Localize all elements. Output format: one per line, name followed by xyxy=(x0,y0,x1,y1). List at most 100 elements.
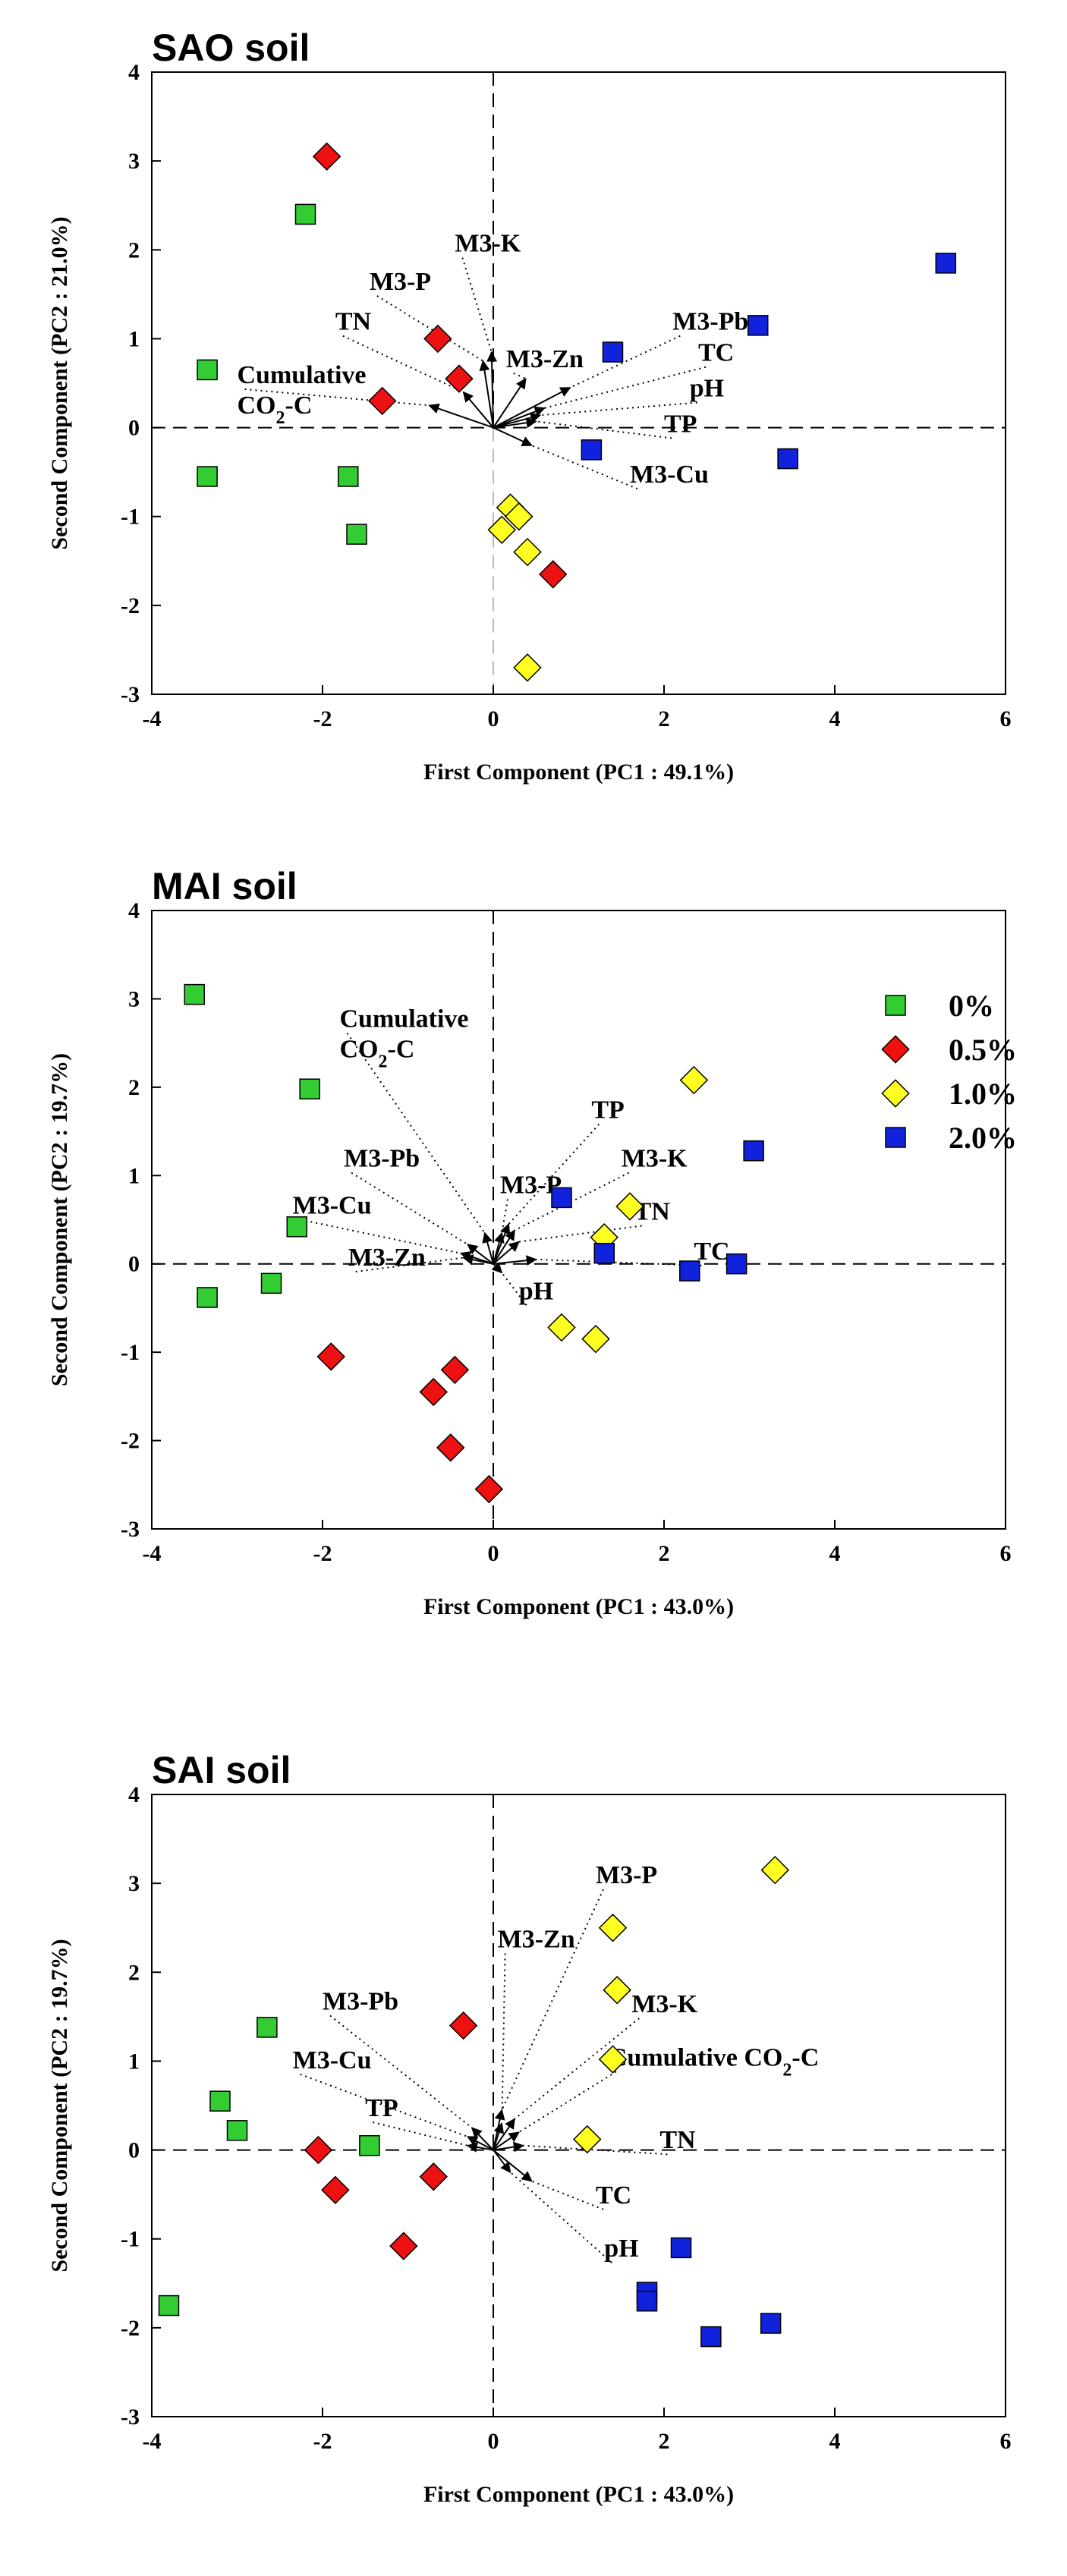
vector-label: TN xyxy=(634,1198,671,1226)
vector-label: M3-Zn xyxy=(498,1925,575,1953)
vector-leader-line xyxy=(300,2073,468,2137)
x-tick-label: -4 xyxy=(143,2429,162,2454)
diamond-point-0-5 xyxy=(539,560,568,589)
vector-leader-line xyxy=(461,257,493,353)
vector-label: TC xyxy=(596,2181,631,2210)
square-point-0 xyxy=(197,466,218,487)
plot-frame xyxy=(151,1794,1006,2417)
y-axis-title: Second Component (PC2 : 21.0%) xyxy=(47,216,72,549)
square-point-0 xyxy=(338,466,359,487)
square-point-2-0 xyxy=(777,448,798,470)
vector-leader-line xyxy=(501,1272,527,1306)
diamond-point-0-5 xyxy=(474,1474,504,1504)
square-point-0 xyxy=(209,2090,231,2112)
loading-vector-arrow xyxy=(493,2131,520,2151)
legend-marker-1-0 xyxy=(881,1079,910,1108)
vector-label: M3-Cu xyxy=(293,1191,372,1219)
loading-vector-arrow xyxy=(486,351,498,428)
loading-vector-arrow xyxy=(467,2136,494,2151)
y-tick-label: 3 xyxy=(128,149,140,174)
vector-leader-line xyxy=(501,1889,604,2111)
vector-label: M3-P xyxy=(370,268,431,296)
vector-label: Cumulative CO2-C xyxy=(609,2043,819,2080)
vector-label: M3-P xyxy=(596,1861,657,1889)
vector-leader-line xyxy=(329,2015,473,2129)
y-tick-label: -1 xyxy=(121,505,140,530)
y-tick-label: -3 xyxy=(121,2405,140,2430)
loading-vector-arrow xyxy=(491,1262,503,1274)
legend-marker-2-0 xyxy=(885,1127,906,1148)
loading-vectors: CumulativeCO2-CM3-PbM3-CuM3-ZnM3-PTPM3-K… xyxy=(293,1005,730,1306)
loading-vector-arrow xyxy=(493,412,542,429)
square-point-0 xyxy=(184,983,205,1005)
vector-label: Cumulative xyxy=(238,361,367,389)
square-point-2-0 xyxy=(636,2290,658,2312)
x-tick-label: 4 xyxy=(829,2429,841,2454)
y-tick-label: 4 xyxy=(128,60,140,85)
loading-vector-arrow xyxy=(466,2141,494,2153)
y-tick-label: 1 xyxy=(128,1163,140,1188)
legend-label: 2.0% xyxy=(949,1121,1017,1155)
y-tick-label: 2 xyxy=(128,237,140,263)
legend-label: 0.5% xyxy=(949,1033,1017,1067)
diamond-point-0-5 xyxy=(419,1377,448,1407)
diamond-point-0-5 xyxy=(440,1355,470,1385)
vector-leader-line xyxy=(518,2071,617,2133)
x-tick-label: 2 xyxy=(659,2429,670,2454)
pca-panel-2: MAI soil -4 -2 0 2 4 6 -3 -2 -1 0 1 2 3 4 First Compone… xyxy=(47,865,1012,1619)
loading-vector-arrow xyxy=(493,2118,515,2151)
y-tick-label: -2 xyxy=(121,2316,140,2341)
loading-vector-arrow xyxy=(467,1244,494,1265)
vector-leader-line xyxy=(346,1033,486,1234)
square-point-2-0 xyxy=(743,1140,764,1162)
vector-label-line2: CO2-C xyxy=(238,392,313,428)
vector-label: M3-Cu xyxy=(630,461,709,489)
vector-label: TP xyxy=(591,1096,624,1124)
square-point-2-0 xyxy=(700,2326,722,2348)
y-tick-label: 0 xyxy=(128,416,140,441)
square-point-2-0 xyxy=(679,1260,700,1282)
square-point-2-0 xyxy=(760,2313,782,2334)
x-tick-label: 2 xyxy=(659,706,670,731)
x-tick-label: 6 xyxy=(1000,2429,1012,2454)
vector-label: TN xyxy=(335,308,372,336)
vector-label: pH xyxy=(519,1277,553,1305)
legend-marker-0 xyxy=(885,995,906,1016)
y-tick-label: 2 xyxy=(128,1960,140,1985)
y-axis-title: Second Component (PC2 : 19.7%) xyxy=(47,1053,72,1386)
square-point-0 xyxy=(226,2120,248,2141)
y-tick-label: 0 xyxy=(128,1252,140,1277)
square-point-0 xyxy=(197,359,218,381)
x-tick-label: 4 xyxy=(829,1541,841,1566)
vector-leader-line xyxy=(351,1172,468,1245)
data-points xyxy=(158,1855,789,2348)
diamond-point-1-0 xyxy=(513,653,542,682)
x-tick-label: 6 xyxy=(1000,706,1012,731)
diamond-point-1-0 xyxy=(760,1855,789,1885)
vector-leader-line xyxy=(508,1123,600,1225)
vector-label: M3-Pb xyxy=(344,1145,420,1173)
vector-label: M3-Pb xyxy=(323,1987,398,2015)
vector-leader-line xyxy=(501,1199,508,1234)
loading-vector-arrow xyxy=(462,1254,494,1265)
square-point-2-0 xyxy=(935,253,956,274)
loading-vectors: M3-K M3-P TN Cumulative CO2-C M3-Zn M3-Pb TC pH T… xyxy=(238,230,748,490)
vector-leader-line xyxy=(536,1258,702,1266)
y-tick-label: -2 xyxy=(121,1429,140,1454)
y-tick-label: 4 xyxy=(128,898,140,923)
loading-vector-arrow xyxy=(479,360,494,428)
diamond-point-0-5 xyxy=(312,142,342,171)
square-point-2-0 xyxy=(670,2237,692,2259)
loading-vector-arrow xyxy=(493,2149,533,2182)
x-axis-title: First Component (PC1 : 49.1%) xyxy=(423,760,734,785)
y-tick-label: -1 xyxy=(121,1340,140,1365)
square-point-0 xyxy=(286,1216,307,1238)
legend: 0% 0.5% 1.0% 2.0% xyxy=(881,989,1017,1155)
loading-vector-arrow xyxy=(493,417,537,429)
diamond-point-1-0 xyxy=(603,1975,631,2005)
x-axis-title: First Component (PC1 : 43.0%) xyxy=(423,2482,734,2507)
data-points xyxy=(197,142,956,682)
y-tick-label: 3 xyxy=(128,1871,140,1896)
vector-leader-line xyxy=(300,1219,461,1254)
